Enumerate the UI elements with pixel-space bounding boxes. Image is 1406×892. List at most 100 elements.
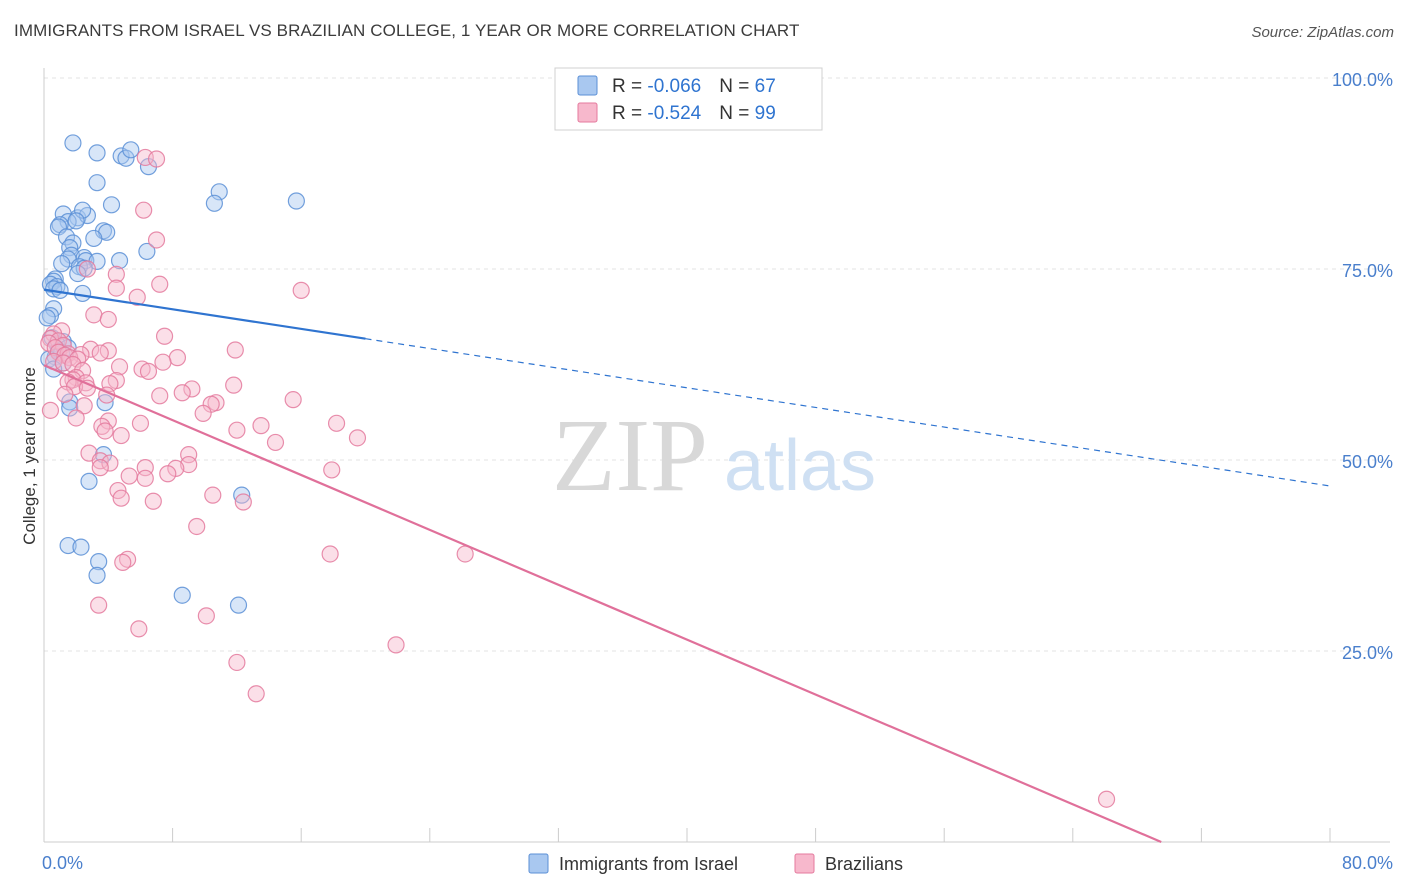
- brazil-point: [159, 465, 177, 483]
- brazil-point: [85, 306, 103, 324]
- brazil-point: [155, 327, 174, 345]
- brazil-point: [118, 550, 137, 568]
- brazil-trend-line: [43, 364, 1162, 844]
- legend-n-value: 99: [755, 103, 776, 124]
- legend-r-label: R =: [612, 103, 647, 124]
- israel-point: [59, 536, 77, 555]
- israel-point: [73, 201, 92, 219]
- israel-point: [88, 174, 106, 192]
- legend-swatch-israel: [577, 75, 598, 96]
- brazil-point: [64, 355, 82, 374]
- brazil-point: [96, 422, 114, 440]
- israel-point: [117, 149, 135, 167]
- brazil-point: [168, 349, 187, 367]
- series-swatch-israel: [528, 853, 549, 874]
- brazil-point: [90, 596, 108, 614]
- israel-point: [229, 596, 248, 614]
- watermark-atlas: atlas: [724, 426, 876, 506]
- brazil-point: [292, 281, 310, 299]
- brazil-point: [228, 421, 246, 439]
- israel-point: [78, 206, 97, 225]
- brazil-point: [112, 489, 130, 507]
- israel-point: [90, 553, 108, 571]
- watermark: ZIP atlas: [552, 398, 876, 513]
- israel-point: [287, 192, 305, 210]
- watermark-zip: ZIP: [552, 398, 708, 513]
- legend-row-brazil: R = -0.524 N = 99: [612, 103, 776, 124]
- israel-point: [72, 538, 90, 556]
- brazil-point: [197, 607, 215, 625]
- brazil-point: [93, 417, 111, 435]
- israel-point: [122, 141, 140, 159]
- legend-r-value: -0.066: [647, 76, 701, 97]
- brazil-point: [147, 150, 166, 168]
- brazil-point: [252, 417, 270, 435]
- brazil-point: [107, 265, 125, 283]
- brazil-point: [56, 385, 74, 403]
- brazil-point: [91, 459, 109, 477]
- brazil-point: [131, 414, 150, 432]
- brazil-point: [266, 433, 285, 452]
- israel-point: [69, 264, 87, 283]
- brazil-point: [91, 344, 109, 362]
- series-legend: Immigrants from Israel Brazilians: [528, 853, 903, 874]
- legend-row-israel: R = -0.066 N = 67: [612, 76, 776, 97]
- y-tick-label: 50.0%: [1342, 452, 1393, 472]
- brazil-point: [284, 391, 302, 409]
- brazil-point: [173, 384, 191, 402]
- israel-point: [38, 309, 56, 327]
- israel-point: [102, 196, 121, 214]
- brazil-point: [75, 397, 93, 415]
- y-tick-label: 25.0%: [1342, 643, 1393, 663]
- israel-point: [88, 144, 106, 162]
- brazil-point: [228, 653, 246, 672]
- brazil-point: [144, 492, 162, 510]
- israel-point: [233, 486, 251, 504]
- israel-point: [73, 284, 92, 303]
- legend-swatch-brazil: [577, 102, 598, 123]
- brazil-point: [234, 493, 252, 511]
- brazil-point: [99, 310, 117, 329]
- israel-point: [80, 472, 98, 490]
- israel-point: [53, 255, 71, 273]
- trend-layer: [43, 288, 1331, 844]
- brazil-point: [139, 362, 158, 380]
- brazil-point: [147, 231, 166, 249]
- legend-n-label: N =: [719, 76, 754, 97]
- legend-r-value: -0.524: [647, 103, 701, 124]
- x-tick-label-min: 0.0%: [42, 853, 83, 873]
- brazil-point: [154, 353, 172, 371]
- x-tick-label-max: 80.0%: [1342, 853, 1393, 873]
- brazil-point: [1097, 790, 1116, 808]
- brazil-point: [180, 455, 198, 474]
- brazil-point: [107, 279, 125, 297]
- series-label-brazil: Brazilians: [825, 854, 903, 874]
- israel-point: [64, 134, 82, 152]
- brazil-point: [41, 401, 60, 419]
- stats-legend: R = -0.066 N = 67 R = -0.524 N = 99: [554, 67, 823, 131]
- brazil-point: [82, 340, 100, 358]
- legend-r-label: R =: [612, 76, 647, 97]
- grid-layer: [44, 77, 1390, 652]
- israel-trend-line: [43, 288, 366, 340]
- y-tick-label: 75.0%: [1342, 261, 1393, 281]
- brazil-point: [135, 201, 153, 219]
- brazil-point: [204, 486, 222, 504]
- brazil-point: [112, 426, 130, 445]
- brazil-point: [67, 409, 85, 427]
- brazil-point: [194, 404, 212, 422]
- brazil-point: [101, 454, 119, 472]
- points-layer: [38, 134, 1116, 808]
- brazil-point: [180, 446, 198, 464]
- series-swatch-brazil: [794, 853, 815, 874]
- israel-point: [41, 307, 60, 325]
- brazil-point: [151, 275, 169, 293]
- y-axis-label: College, 1 year or more: [20, 367, 39, 545]
- brazil-point: [226, 341, 244, 359]
- axis-layer: 25.0% 50.0% 75.0% 100.0%: [43, 68, 1393, 843]
- israel-point: [138, 242, 156, 261]
- brazil-point: [78, 260, 97, 278]
- brazil-point: [128, 288, 146, 306]
- brazil-point: [247, 685, 265, 703]
